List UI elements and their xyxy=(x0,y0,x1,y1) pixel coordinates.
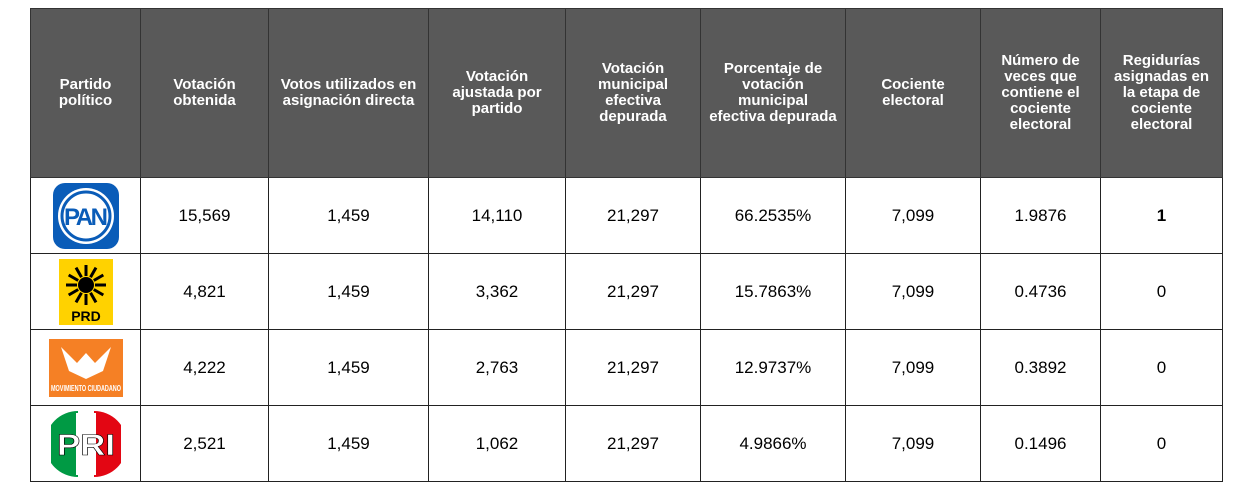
table-body: PAN 15,569 1,459 14,110 21,297 66.2535% 7,099 1… xyxy=(30,177,1223,482)
table-row: PRD 4,821 1,459 3,362 21,297 15.7863% 7,099 0.4… xyxy=(30,253,1223,330)
table-cell: 7,099 xyxy=(845,177,981,254)
header-cell: Partido político xyxy=(30,8,141,178)
table-cell: 4,222 xyxy=(140,329,269,406)
table-cell: 15.7863% xyxy=(700,253,846,330)
table-cell: 21,297 xyxy=(565,405,701,482)
logo-text: MOVIMIENTO CIUDADANO xyxy=(51,384,121,393)
table-cell: 2,763 xyxy=(428,329,566,406)
table-cell: 1,459 xyxy=(268,329,429,406)
table-cell: 0 xyxy=(1100,329,1223,406)
table-cell: 7,099 xyxy=(845,253,981,330)
table-cell: 0 xyxy=(1100,405,1223,482)
table-cell: 21,297 xyxy=(565,177,701,254)
logo-text: PAN xyxy=(64,204,108,231)
header-cell: Votación obtenida xyxy=(140,8,269,178)
table-cell: 14,110 xyxy=(428,177,566,254)
table-row: PRI 2,521 1,459 1,062 21,297 4.9866% 7,099 0.14… xyxy=(30,405,1223,482)
table-cell: 1,459 xyxy=(268,177,429,254)
header-cell: Votos utilizados en asignación directa xyxy=(268,8,429,178)
party-logo-cell: MOVIMIENTO CIUDADANO xyxy=(30,329,141,406)
table-cell: 0.3892 xyxy=(980,329,1101,406)
table-cell: 66.2535% xyxy=(700,177,846,254)
table-cell: 12.9737% xyxy=(700,329,846,406)
table-cell: 15,569 xyxy=(140,177,269,254)
table-cell: 1,459 xyxy=(268,253,429,330)
results-table: Partido político Votación obtenida Votos u… xyxy=(30,8,1223,482)
table-cell: 1,459 xyxy=(268,405,429,482)
table-cell: 7,099 xyxy=(845,329,981,406)
party-logo-cell: PRI xyxy=(30,405,141,482)
header-row: Partido político Votación obtenida Votos u… xyxy=(30,8,1223,178)
table-cell: 0.4736 xyxy=(980,253,1101,330)
header-cell: Regidurías asignadas en la etapa de coci… xyxy=(1100,8,1223,178)
header-cell: Votación municipal efectiva depurada xyxy=(565,8,701,178)
header-cell: Cociente electoral xyxy=(845,8,981,178)
table-cell: 2,521 xyxy=(140,405,269,482)
table-cell: 1.9876 xyxy=(980,177,1101,254)
logo-text: PRD xyxy=(71,308,101,324)
party-logo-cell: PAN xyxy=(30,177,141,254)
table-cell: 21,297 xyxy=(565,253,701,330)
table-cell: 1 xyxy=(1100,177,1223,254)
table-cell: 7,099 xyxy=(845,405,981,482)
table-cell: 1,062 xyxy=(428,405,566,482)
header-cell: Votación ajustada por partido xyxy=(428,8,566,178)
table-row: MOVIMIENTO CIUDADANO 4,222 1,459 2,763 21,29… xyxy=(30,329,1223,406)
table-cell: 4,821 xyxy=(140,253,269,330)
table-cell: 4.9866% xyxy=(700,405,846,482)
header-cell: Porcentaje de votación municipal efectiv… xyxy=(700,8,846,178)
table-cell: 21,297 xyxy=(565,329,701,406)
table-row: PAN 15,569 1,459 14,110 21,297 66.2535% 7,099 1… xyxy=(30,177,1223,254)
logo-text: PRI xyxy=(57,429,115,462)
table-cell: 0 xyxy=(1100,253,1223,330)
party-logo-cell: PRD xyxy=(30,253,141,330)
table-cell: 0.1496 xyxy=(980,405,1101,482)
table-cell: 3,362 xyxy=(428,253,566,330)
header-cell: Número de veces que contiene el cociente… xyxy=(980,8,1101,178)
